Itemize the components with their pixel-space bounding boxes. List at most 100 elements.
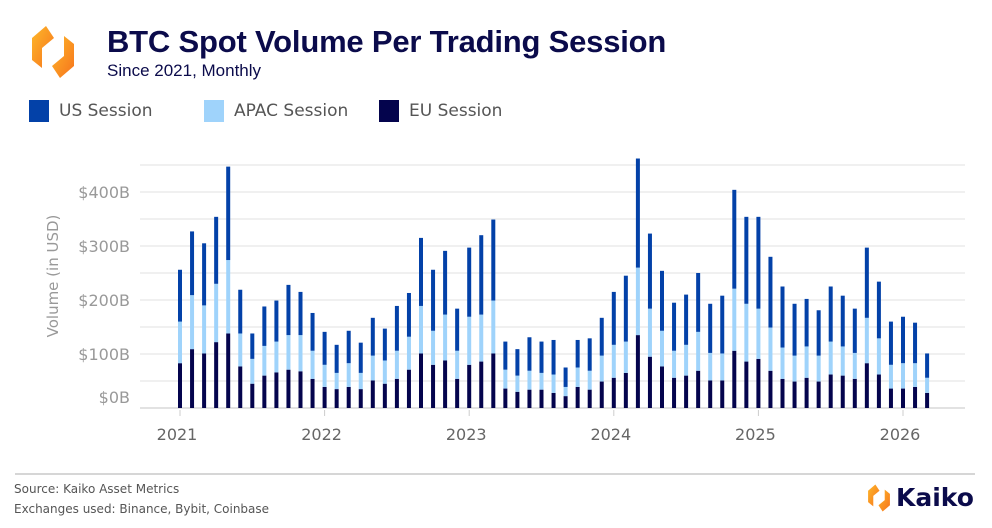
bar-apac-session xyxy=(804,346,809,378)
bar-us-session xyxy=(298,291,303,336)
bar-stack xyxy=(744,216,749,408)
bar-eu-session xyxy=(575,386,580,408)
bar-stack xyxy=(491,219,496,408)
bar-apac-session xyxy=(647,308,652,357)
bar-eu-session xyxy=(563,396,568,408)
bar-stack xyxy=(599,317,604,408)
bar-apac-session xyxy=(901,363,905,389)
bar-us-session xyxy=(816,310,821,356)
bar-eu-session xyxy=(623,372,628,408)
bar-stack xyxy=(876,281,881,408)
bar-us-session xyxy=(768,256,773,328)
bar-us-session xyxy=(310,312,315,351)
bar-us-session xyxy=(732,189,737,289)
bar-eu-session xyxy=(816,381,821,408)
bar-stack xyxy=(310,312,315,408)
bar-apac-session xyxy=(551,374,556,393)
bar-apac-session xyxy=(696,331,701,371)
bar-stack xyxy=(455,308,460,408)
bar-eu-session xyxy=(876,374,881,408)
bars xyxy=(178,158,930,408)
stacked-bar-chart: $0B$100B$200B$300B$400B Volume (in USD) … xyxy=(44,158,965,444)
bar-eu-session xyxy=(370,380,375,408)
bar-apac-session xyxy=(479,314,484,362)
bar-eu-session xyxy=(394,378,399,408)
bar-eu-session xyxy=(467,364,472,408)
bar-stack xyxy=(816,310,821,408)
bar-eu-session xyxy=(539,389,544,408)
bar-eu-session xyxy=(346,386,351,408)
bar-eu-session xyxy=(202,353,207,408)
kaiko-footer-logo-icon xyxy=(868,484,890,512)
bar-eu-session xyxy=(262,375,267,408)
y-tick-label: $100B xyxy=(78,345,130,364)
bar-stack xyxy=(298,291,303,408)
bar-apac-session xyxy=(744,303,749,362)
bar-us-session xyxy=(660,270,664,331)
bar-apac-session xyxy=(431,330,436,365)
bar-us-session xyxy=(792,303,797,356)
bar-us-session xyxy=(587,338,592,371)
bar-stack xyxy=(406,292,411,408)
bar-us-session xyxy=(382,328,387,361)
bar-us-session xyxy=(431,269,436,331)
bar-eu-session xyxy=(684,375,689,408)
bar-eu-session xyxy=(925,392,930,408)
bar-stack xyxy=(623,275,628,408)
bar-eu-session xyxy=(792,381,797,408)
bar-apac-session xyxy=(599,355,604,382)
bar-stack xyxy=(792,303,797,408)
bar-us-session xyxy=(226,166,231,261)
x-tick-label: 2024 xyxy=(590,425,631,444)
bar-stack xyxy=(925,353,930,408)
legend-label-apac: APAC Session xyxy=(234,101,349,121)
bar-apac-session xyxy=(925,377,930,393)
bar-us-session xyxy=(334,344,339,373)
bar-eu-session xyxy=(431,364,436,408)
bar-stack xyxy=(419,237,423,408)
bar-eu-session xyxy=(334,389,339,408)
bar-apac-session xyxy=(394,350,399,379)
bar-stack xyxy=(647,233,652,408)
bar-us-session xyxy=(708,303,713,353)
y-axis-ticks: $0B $100B $200B $300B $400B xyxy=(78,183,130,407)
bar-apac-session xyxy=(419,305,423,354)
bar-eu-session xyxy=(804,377,809,408)
bar-us-session xyxy=(515,349,520,376)
bar-apac-session xyxy=(491,300,496,354)
bar-apac-session xyxy=(876,338,881,375)
bar-apac-session xyxy=(888,364,893,389)
bar-us-session xyxy=(780,286,785,348)
bar-apac-session xyxy=(623,341,628,373)
y-tick-label: $300B xyxy=(78,237,130,256)
bar-apac-session xyxy=(515,375,520,392)
bar-us-session xyxy=(611,291,616,345)
bar-apac-session xyxy=(370,355,375,381)
bar-us-session xyxy=(286,284,291,336)
bar-us-session xyxy=(756,216,761,309)
bar-eu-session xyxy=(852,378,857,408)
bar-stack xyxy=(467,247,472,408)
bar-stack xyxy=(527,337,532,408)
bar-eu-session xyxy=(178,363,182,408)
bar-us-session xyxy=(443,250,448,315)
bar-us-session xyxy=(503,341,508,370)
bar-eu-session xyxy=(406,369,411,408)
bar-us-session xyxy=(913,322,918,364)
legend-label-eu: EU Session xyxy=(409,101,503,121)
x-tick-label: 2022 xyxy=(301,425,342,444)
bar-apac-session xyxy=(587,370,592,390)
bar-stack xyxy=(382,328,387,408)
exchanges-note: Exchanges used: Binance, Bybit, Coinbase xyxy=(14,502,270,516)
bar-us-session xyxy=(406,292,411,337)
bar-apac-session xyxy=(250,358,255,384)
bar-eu-session xyxy=(660,366,664,408)
bar-us-session xyxy=(250,333,255,359)
bar-us-session xyxy=(467,247,472,317)
bar-apac-session xyxy=(684,344,689,376)
bar-us-session xyxy=(274,300,279,342)
bar-stack xyxy=(780,286,785,408)
bar-stack xyxy=(358,342,363,408)
bar-eu-session xyxy=(479,361,484,408)
bar-apac-session xyxy=(202,305,207,354)
